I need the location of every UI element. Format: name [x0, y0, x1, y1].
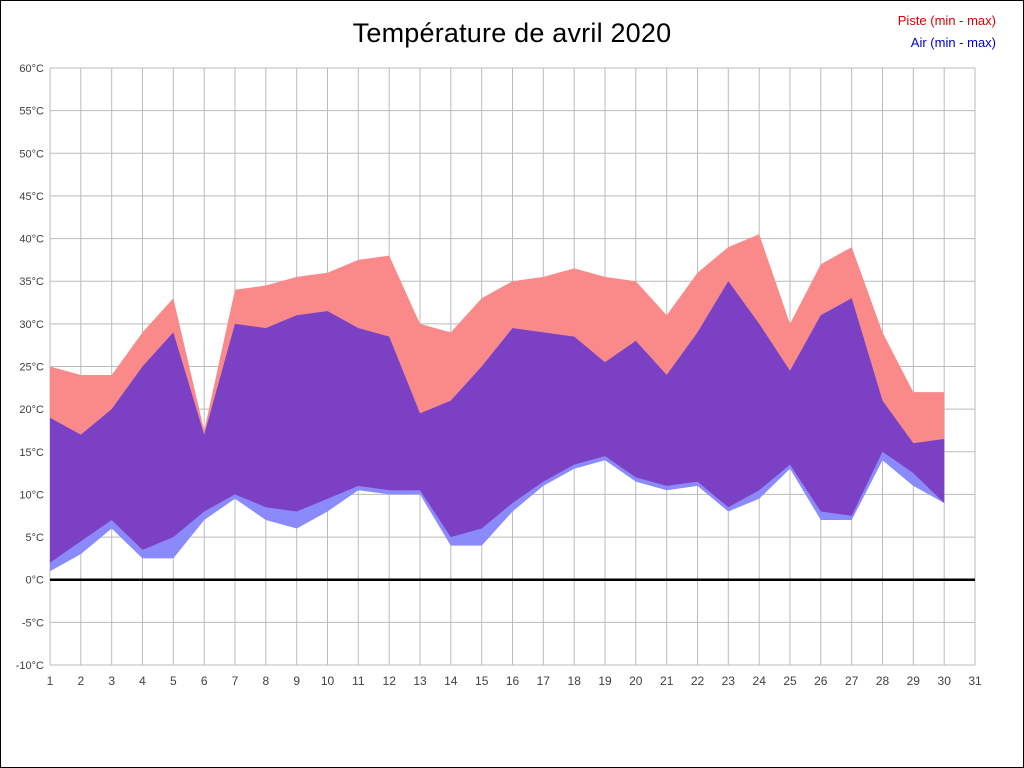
svg-text:55°C: 55°C	[19, 106, 44, 118]
svg-text:15°C: 15°C	[19, 447, 44, 459]
svg-text:22: 22	[691, 674, 705, 688]
svg-text:28: 28	[876, 674, 890, 688]
x-axis-labels: 1 2 3 4 5 6 7 8 9 10 11 12 13 14 15 16 17 18 19 20 21 22 23 24 2…	[47, 674, 982, 688]
svg-text:20: 20	[629, 674, 643, 688]
svg-text:14: 14	[444, 674, 458, 688]
svg-text:16: 16	[506, 674, 520, 688]
svg-text:8: 8	[262, 674, 269, 688]
svg-text:19: 19	[598, 674, 612, 688]
svg-text:7: 7	[232, 674, 239, 688]
svg-text:0°C: 0°C	[26, 575, 45, 587]
legend-item-air: Air (min - max)	[910, 35, 996, 50]
overlap-band	[50, 281, 945, 563]
svg-text:30°C: 30°C	[19, 319, 44, 331]
svg-text:26: 26	[814, 674, 828, 688]
svg-text:25°C: 25°C	[19, 362, 44, 374]
svg-text:11: 11	[352, 674, 365, 688]
svg-text:6: 6	[201, 674, 208, 688]
svg-text:10°C: 10°C	[19, 489, 44, 501]
svg-text:18: 18	[568, 674, 582, 688]
svg-text:15: 15	[475, 674, 489, 688]
svg-text:10: 10	[321, 674, 335, 688]
svg-text:-5°C: -5°C	[22, 617, 44, 629]
y-axis-labels: -10°C -5°C 0°C 5°C 10°C 15°C 20°C 25°C 30°C 35°C 4…	[16, 63, 44, 672]
svg-text:23: 23	[722, 674, 736, 688]
svg-text:20°C: 20°C	[19, 404, 44, 416]
legend-item-piste: Piste (min - max)	[897, 13, 996, 28]
svg-text:60°C: 60°C	[19, 63, 44, 75]
svg-text:40°C: 40°C	[19, 234, 44, 246]
svg-text:45°C: 45°C	[19, 191, 44, 203]
svg-text:12: 12	[383, 674, 397, 688]
svg-text:9: 9	[293, 674, 300, 688]
svg-text:17: 17	[537, 674, 551, 688]
svg-text:31: 31	[968, 674, 982, 688]
svg-text:30: 30	[938, 674, 952, 688]
svg-text:3: 3	[108, 674, 115, 688]
svg-text:21: 21	[660, 674, 674, 688]
svg-text:2: 2	[77, 674, 84, 688]
svg-text:29: 29	[907, 674, 921, 688]
svg-text:5°C: 5°C	[26, 532, 45, 544]
svg-text:4: 4	[139, 674, 146, 688]
svg-text:50°C: 50°C	[19, 148, 44, 160]
chart-title: Température de avril 2020	[352, 18, 672, 48]
svg-text:27: 27	[845, 674, 859, 688]
svg-text:25: 25	[783, 674, 797, 688]
svg-text:-10°C: -10°C	[16, 660, 44, 672]
svg-text:5: 5	[170, 674, 177, 688]
svg-text:1: 1	[47, 674, 54, 688]
svg-text:24: 24	[753, 674, 767, 688]
svg-text:13: 13	[413, 674, 427, 688]
legend: Piste (min - max) Air (min - max)	[898, 10, 996, 54]
svg-text:35°C: 35°C	[19, 276, 44, 288]
